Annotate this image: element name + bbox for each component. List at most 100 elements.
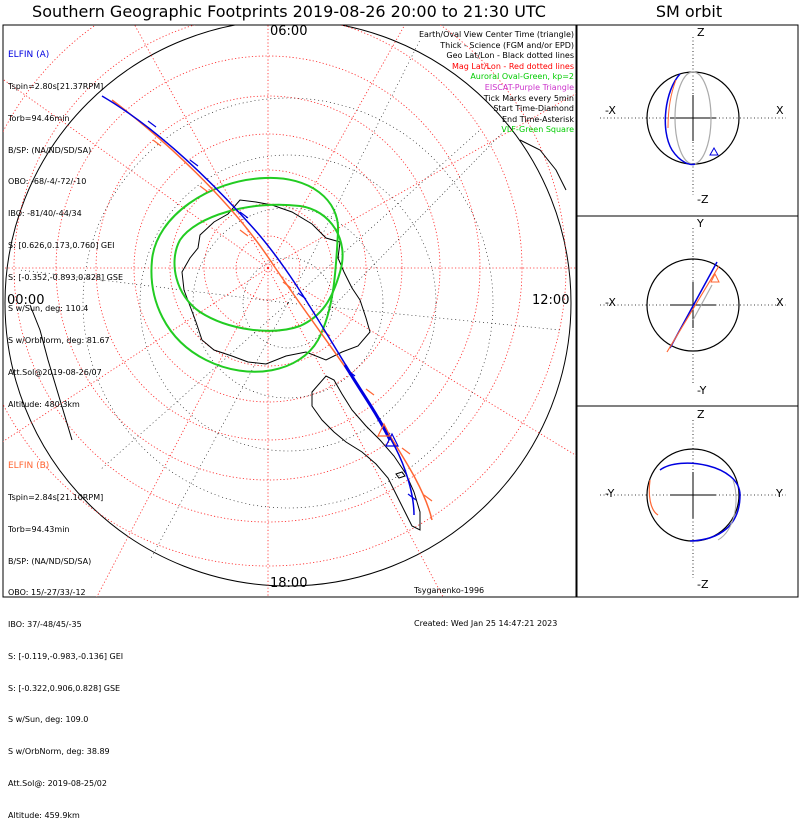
sm-xz-top-label: Z [697, 26, 705, 39]
sm-earth [646, 258, 740, 352]
sm-panel-xy [600, 228, 786, 385]
mag-lat-circle [3, 25, 567, 567]
legend-item: VLF-Green Square [501, 125, 574, 135]
mag-lon-line [267, 267, 444, 597]
sm-panel-yz [600, 420, 786, 578]
view-center-line [319, 129, 506, 321]
elfin-a-line: OBO: -68/-4/-72/-10 [8, 177, 87, 187]
elfin-b-line: Att.Sol@: 2019-08-25/02 [8, 779, 107, 788]
elfin-b-line: IBO: 37/-48/45/-35 [8, 620, 82, 630]
legend-item: Tick Marks every 5min [483, 93, 574, 103]
sm-xz-right-label: X [776, 104, 784, 117]
elfin-a-line: Tspin=2.80s[21.37RPM] [8, 81, 104, 91]
elfin-b-track [111, 99, 433, 521]
legend-item: Earth/Oval View Center Time (triangle) [418, 30, 574, 39]
elfin-b-info: ELFIN (B) Tspin=2.84s[21.10RPM] Torb=94.… [8, 440, 123, 832]
geo-lon-line [99, 302, 289, 471]
sm-orbit-b [666, 265, 720, 353]
sm-orbit-a [664, 73, 696, 166]
geo-lon-line [149, 302, 289, 561]
auroral-oval [150, 176, 344, 373]
mlt-right: 12:00 [532, 293, 570, 308]
geo-lon-line [287, 129, 481, 304]
mag-lon-line [3, 78, 269, 269]
mag-lat-circle [133, 133, 403, 403]
legend-item: EISCAT-Purple Triangle [484, 82, 574, 92]
map-title: Southern Geographic Footprints 2019-08-2… [32, 2, 546, 21]
legend-item: Geo Lat/Lon - Black dotted lines [446, 51, 574, 61]
elfin-a-line: Altitude: 480.3km [8, 399, 80, 409]
credit-author: Tsyganenko-1996 [414, 586, 485, 595]
elfin-b-line: Torb=94.43min [8, 524, 70, 534]
mlt-bottom: 18:00 [270, 576, 308, 591]
legend-item: Start Time-Diamond [493, 104, 574, 114]
mag-latlon-grid [3, 25, 576, 597]
mag-lat-circle [235, 235, 301, 301]
geo-lat-circle [82, 97, 494, 509]
sm-yz-left-label: -Y [605, 487, 615, 500]
sm-triangle [709, 146, 719, 156]
elfin-a-path [101, 95, 415, 516]
sm-yz-right-label: Y [776, 487, 783, 500]
sm-xy-left-label: -X [605, 296, 616, 309]
oval-poleward [173, 203, 344, 332]
legend-item: Thick - Science (FGM and/or EPD) [440, 40, 574, 50]
sm-yz-top-label: Z [697, 408, 705, 421]
elfin-a-line: Att.Sol@2019-08-26/07 [8, 368, 102, 377]
elfin-b-view-triangle [377, 422, 391, 437]
oval-equatorward [150, 176, 340, 373]
antarctica-coast [181, 199, 371, 365]
mlt-top: 06:00 [270, 24, 308, 39]
sm-orbit-gray [717, 479, 737, 541]
sm-xy-bottom-label: -Y [697, 384, 707, 397]
geo-lat-circle [139, 154, 437, 452]
sm-yz-bottom-label: -Z [697, 578, 709, 591]
sm-orbit-a [659, 462, 741, 542]
elfin-b-line: S w/OrbNorm, deg: 38.89 [8, 747, 110, 757]
sm-triangle [710, 272, 720, 283]
elfin-a-line: S w/OrbNorm, deg: 81.67 [8, 336, 110, 346]
credits: Tsyganenko-1996 Created: Wed Jan 25 14:4… [414, 563, 557, 640]
legend-item: Auroral Oval-Green, kp=2 [470, 72, 574, 82]
mag-lat-circle [169, 169, 367, 367]
sm-xz-bottom-label: -Z [697, 193, 709, 206]
elfin-a-name: ELFIN (A) [8, 50, 50, 61]
earth-limb [4, 25, 572, 587]
elfin-a-track [101, 95, 417, 516]
geo-lat-circle [192, 207, 384, 399]
credit-created: Created: Wed Jan 25 14:47:21 2023 [414, 619, 558, 628]
mag-lat-circle [13, 25, 523, 523]
geo-lon-line [287, 39, 421, 304]
geo-latlon-grid [19, 39, 561, 561]
elfin-b-line: S w/Sun, deg: 109.0 [8, 715, 89, 725]
elfin-b-name: ELFIN (B) [8, 461, 50, 472]
mag-lon-line [3, 267, 269, 442]
legend-item: Mag Lat/Lon - Red dotted lines [451, 61, 574, 71]
map-frame [2, 24, 577, 598]
elfin-a-line: S: [-0.352,-0.893,0.828] GSE [8, 272, 123, 282]
geo-lat-circle [242, 257, 334, 349]
sm-xy-top-label: Y [697, 217, 704, 230]
africa-coast [29, 304, 73, 441]
sm-orbit-gray [692, 284, 713, 321]
sm-orbit-b-seg [667, 79, 677, 129]
elfin-b-line: Tspin=2.84s[21.10RPM] [8, 492, 104, 502]
elfin-b-line: S: [-0.119,-0.983,-0.136] GEI [8, 651, 124, 661]
sm-orbit-b [648, 479, 659, 516]
elfin-a-line: B/SP: (NA/ND/SD/SA) [8, 145, 92, 155]
legend-item: End Time-Asterisk [501, 114, 574, 124]
elfin-b-line: B/SP: (NA/ND/SD/SA) [8, 556, 92, 566]
elfin-a-view-triangle [385, 432, 399, 447]
elfin-b-line: Altitude: 459.9km [8, 810, 80, 820]
sm-panel-xz [600, 37, 786, 195]
map-legend: Earth/Oval View Center Time (triangle) Th… [419, 30, 574, 136]
elfin-a-line: IBO: -81/40/-44/34 [8, 209, 82, 219]
mag-lat-circle [203, 203, 333, 333]
elfin-a-info: ELFIN (A) Tspin=2.80s[21.37RPM] Torb=94.… [8, 29, 123, 421]
mag-lat-circle [95, 95, 441, 441]
sm-orbit-title: SM orbit [655, 2, 723, 21]
elfin-a-line: S: [0.626,0.173,0.760] GEI [8, 240, 115, 250]
elfin-b-path [111, 99, 433, 521]
elfin-b-line: OBO: 15/-27/33/-12 [8, 588, 86, 598]
sm-xz-left-label: -X [605, 104, 616, 117]
